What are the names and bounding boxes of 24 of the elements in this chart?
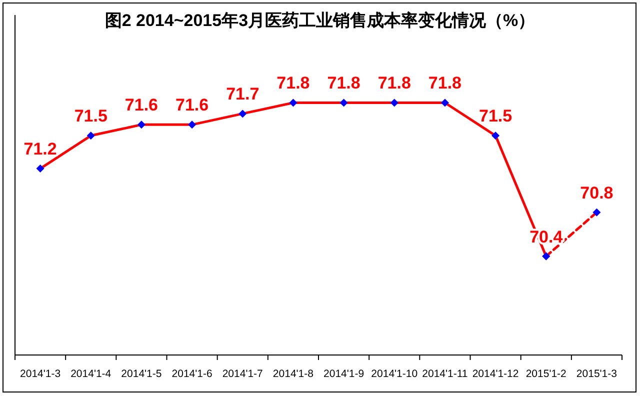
data-label: 71.5 bbox=[74, 106, 108, 126]
x-tick-label: 2014'1-10 bbox=[371, 368, 418, 380]
x-tick-label: 2014'1-5 bbox=[121, 368, 162, 380]
data-label: 71.6 bbox=[124, 96, 158, 115]
data-label: 71.8 bbox=[378, 74, 411, 93]
x-tick-label: 2014'1-11 bbox=[422, 368, 468, 380]
x-tick-label: 2014'1-9 bbox=[324, 368, 364, 380]
data-label: 71.2 bbox=[24, 140, 57, 159]
chart-title: 图2 2014~2015年3月医药工业销售成本率变化情况（%） bbox=[104, 11, 536, 30]
x-tick-label: 2015'1-3 bbox=[576, 368, 618, 380]
x-tick-label: 2014'1-6 bbox=[172, 368, 212, 380]
data-label: 71.8 bbox=[327, 74, 360, 93]
data-label: 71.6 bbox=[175, 96, 209, 115]
x-tick-label: 2014'1-7 bbox=[222, 368, 264, 380]
data-label: 71.7 bbox=[226, 84, 260, 104]
x-tick-label: 2015'1-2 bbox=[526, 368, 567, 380]
data-label: 71.8 bbox=[428, 74, 462, 93]
x-tick-label: 2014'1-12 bbox=[472, 368, 519, 380]
x-tick-label: 2014'1-8 bbox=[272, 368, 314, 380]
data-label: 71.8 bbox=[276, 74, 310, 93]
data-label: 70.8 bbox=[580, 183, 614, 202]
x-tick-label: 2014'1-4 bbox=[70, 368, 112, 380]
x-tick-label: 2014'1-3 bbox=[20, 368, 61, 380]
data-label: 71.5 bbox=[478, 106, 512, 126]
